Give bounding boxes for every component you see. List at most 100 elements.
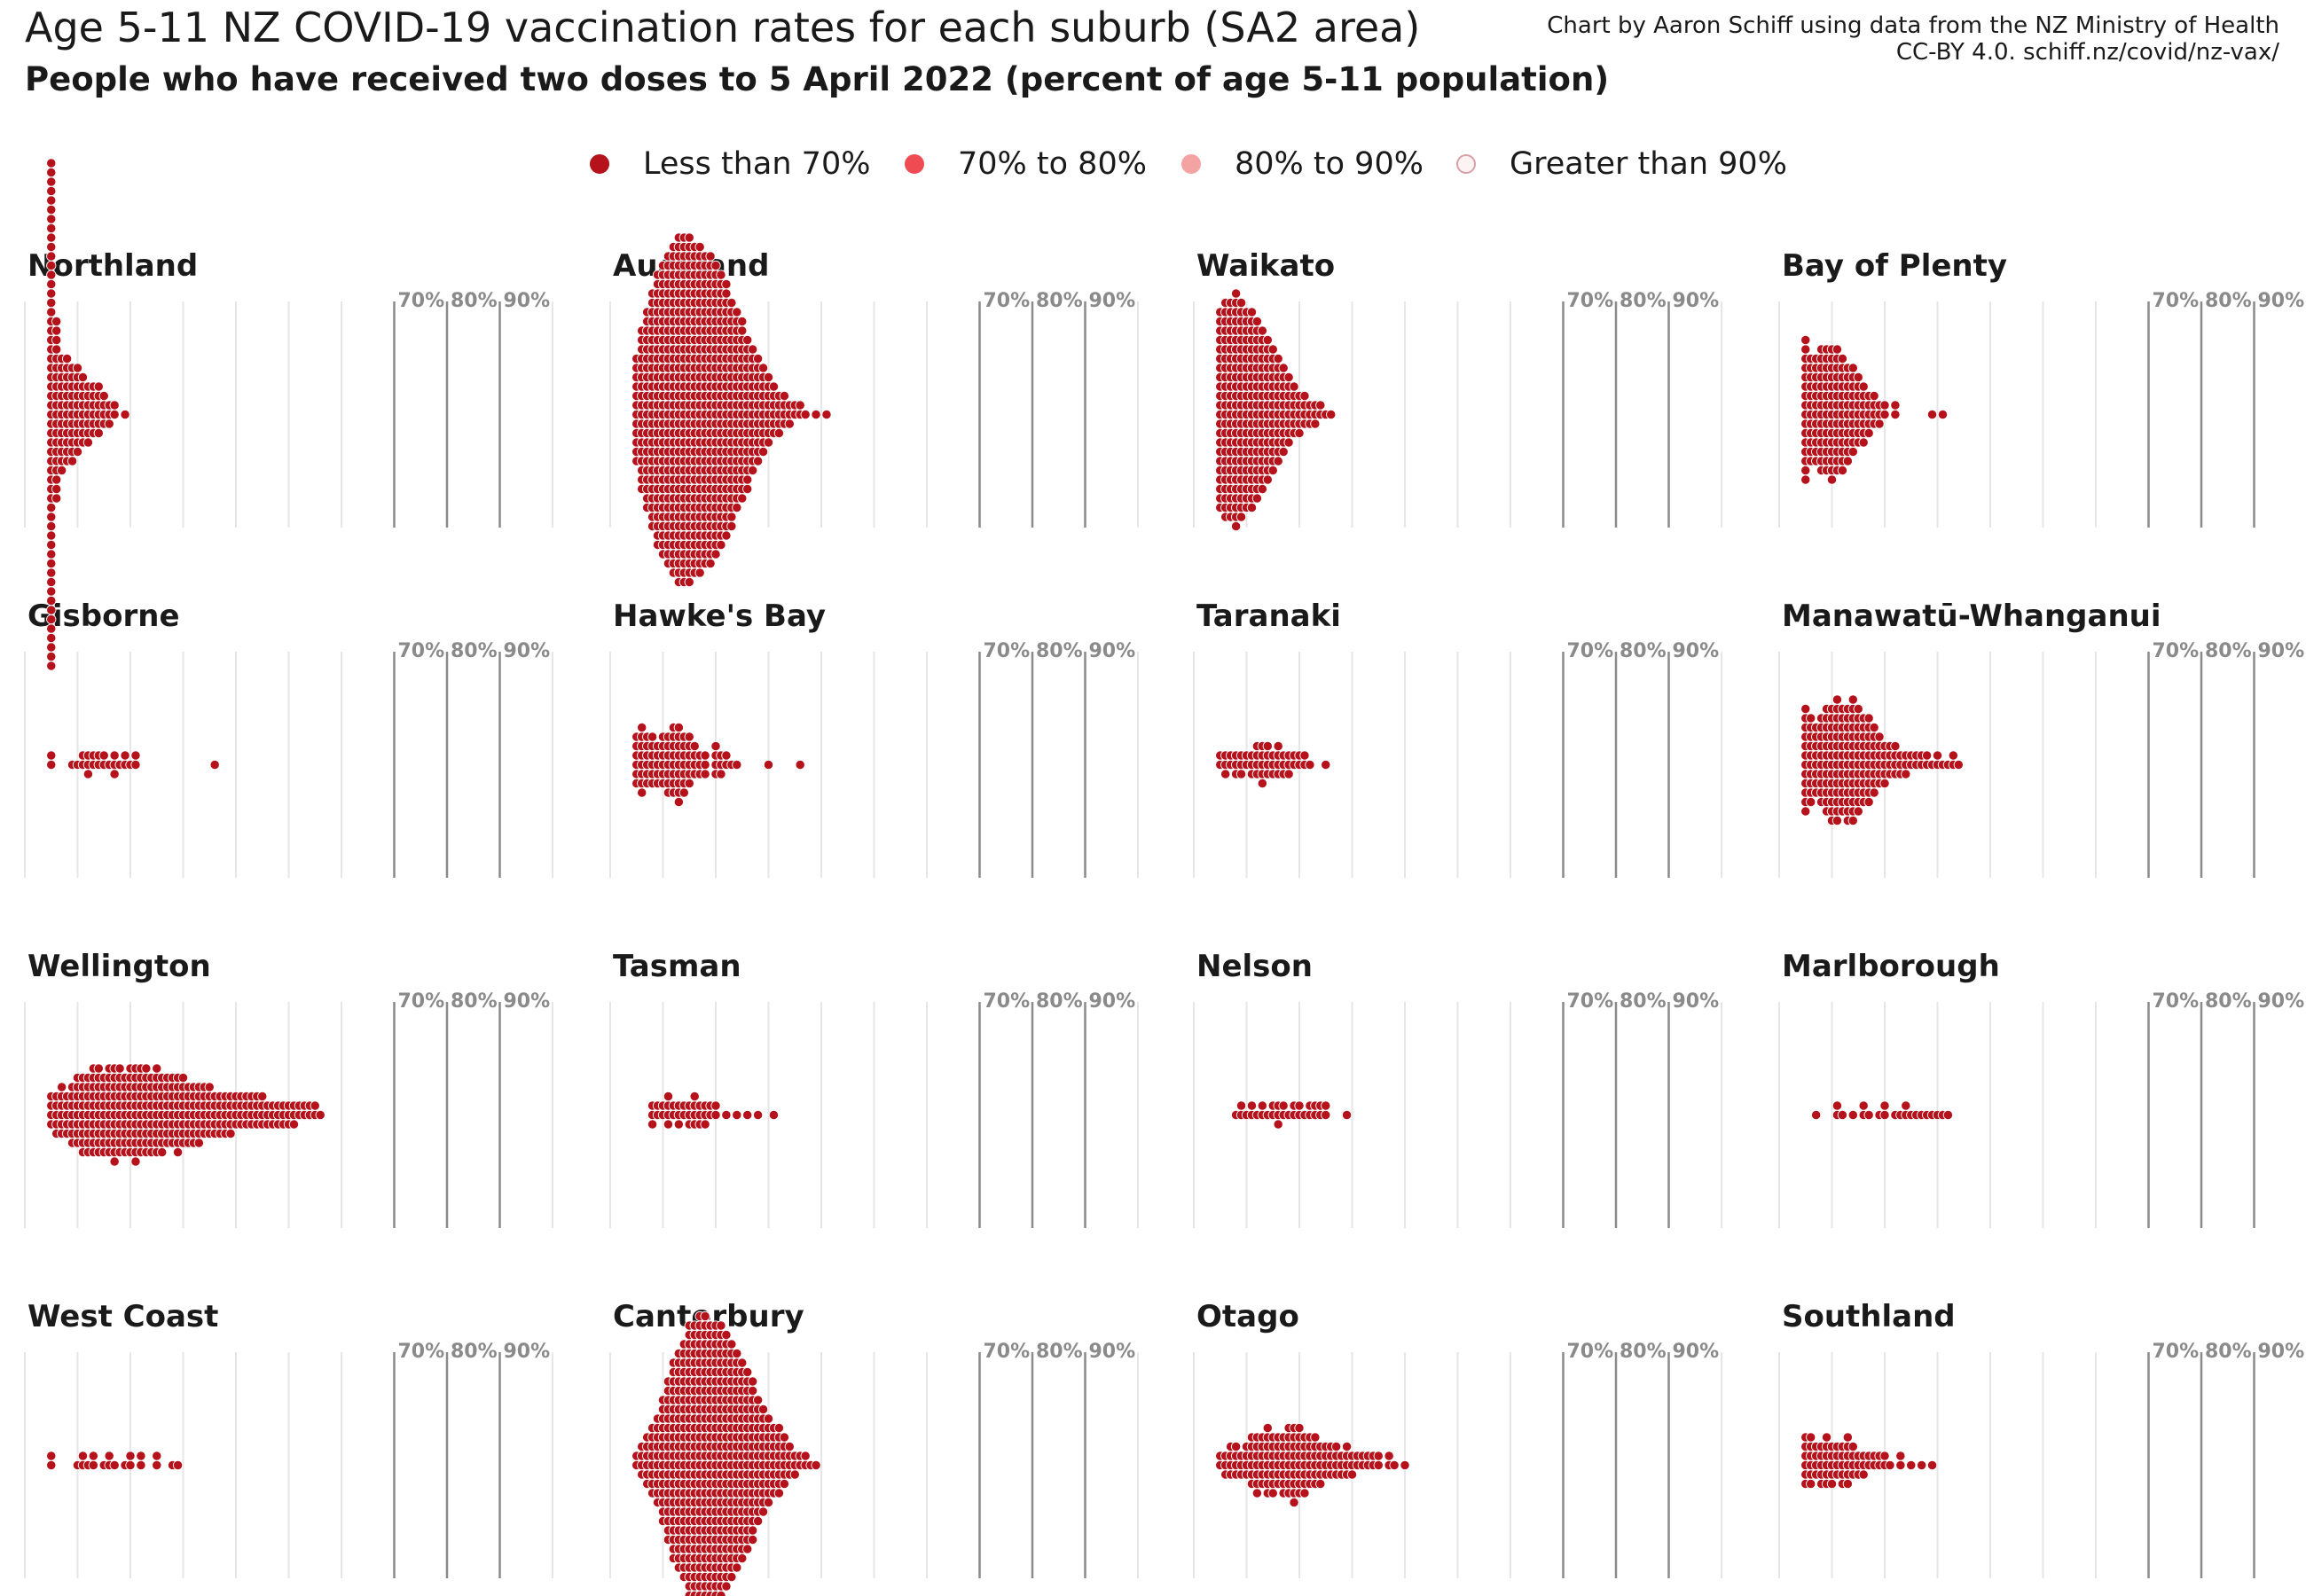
reference-line-label: 90% xyxy=(1673,990,1720,1013)
data-point xyxy=(72,446,83,458)
data-point xyxy=(1262,740,1273,752)
data-point xyxy=(46,307,57,317)
data-point xyxy=(716,1320,726,1331)
data-point xyxy=(1246,1100,1258,1111)
reference-line-label: 80% xyxy=(1036,640,1083,662)
data-point xyxy=(141,1063,152,1074)
panel-chart: 70% 80% 90% xyxy=(609,232,1139,588)
data-point xyxy=(1831,344,1843,355)
data-point xyxy=(700,1310,710,1322)
data-point xyxy=(130,750,141,761)
reference-line-label: 80% xyxy=(451,640,498,662)
data-point xyxy=(757,1506,769,1517)
data-point xyxy=(1800,806,1811,817)
data-point xyxy=(1879,1100,1890,1111)
data-point xyxy=(46,530,57,541)
data-point xyxy=(784,1441,795,1452)
data-point xyxy=(737,1553,748,1564)
data-point xyxy=(1326,409,1337,420)
data-point xyxy=(46,176,57,187)
data-point xyxy=(1895,1459,1906,1471)
data-point xyxy=(1879,409,1890,420)
reference-line-label: 90% xyxy=(1089,290,1136,312)
data-point xyxy=(1879,400,1890,411)
data-point xyxy=(1926,1459,1938,1471)
data-point xyxy=(763,759,774,771)
data-point xyxy=(1806,796,1816,808)
panel-title: Manawatū-Whanganui xyxy=(1782,598,2161,634)
data-point xyxy=(82,437,94,448)
data-point xyxy=(757,446,769,458)
data-point xyxy=(130,759,141,771)
data-point xyxy=(57,465,67,476)
data-point xyxy=(742,1544,753,1554)
data-point xyxy=(1826,474,1838,485)
data-point xyxy=(1890,409,1901,420)
legend-item-greater-than-90: Greater than 90% xyxy=(1456,142,1787,186)
data-point xyxy=(1321,759,1331,771)
reference-line-label: 80% xyxy=(1620,1341,1667,1363)
data-point xyxy=(737,1357,748,1368)
data-point xyxy=(1289,381,1299,392)
data-point xyxy=(114,1063,125,1074)
panel-chart: 70% 80% 90% xyxy=(609,990,1139,1228)
panel-title: Marlborough xyxy=(1782,949,2000,984)
data-point xyxy=(46,195,57,206)
reference-line-label: 70% xyxy=(2153,290,2200,312)
data-point xyxy=(1262,334,1273,346)
data-point xyxy=(1273,1119,1283,1130)
data-point xyxy=(1806,1478,1816,1490)
data-point xyxy=(705,558,716,569)
data-point xyxy=(109,409,120,420)
data-point xyxy=(637,787,647,798)
panel-chart: 70% 80% 90% xyxy=(1778,290,2304,528)
data-point xyxy=(1257,1100,1268,1111)
data-point xyxy=(1257,483,1268,495)
data-point xyxy=(1831,1100,1843,1111)
data-point xyxy=(795,400,805,411)
data-point xyxy=(46,241,57,253)
reference-line-label: 90% xyxy=(504,290,551,312)
chart-subtitle: People who have received two doses to 5 … xyxy=(25,60,1610,98)
data-point xyxy=(51,344,62,355)
data-point xyxy=(1278,363,1289,373)
data-point xyxy=(136,1459,146,1471)
panel-title: Wellington xyxy=(27,949,211,984)
data-point xyxy=(726,520,737,532)
data-point xyxy=(1847,694,1858,705)
data-point xyxy=(46,520,57,532)
data-point xyxy=(67,456,78,466)
data-point xyxy=(779,390,789,402)
data-point xyxy=(46,567,57,578)
data-point xyxy=(98,390,109,402)
data-point xyxy=(1321,1109,1331,1121)
data-point xyxy=(1847,363,1858,373)
data-point xyxy=(678,787,689,798)
panel-title: Otago xyxy=(1196,1299,1299,1334)
data-point xyxy=(721,1329,732,1341)
data-point xyxy=(1932,750,1943,761)
reference-line-label: 90% xyxy=(2258,1341,2305,1363)
data-point xyxy=(193,1138,205,1148)
data-point xyxy=(784,419,795,429)
data-point xyxy=(700,759,710,771)
data-point xyxy=(46,270,57,280)
data-point xyxy=(647,1119,658,1130)
data-point xyxy=(1863,1109,1874,1121)
data-point xyxy=(684,778,694,789)
data-point xyxy=(1879,778,1890,789)
data-point xyxy=(1283,437,1294,448)
legend-item-70-to-80: 70% to 80% xyxy=(905,142,1147,186)
data-point xyxy=(732,1348,742,1359)
data-point xyxy=(257,1091,268,1102)
data-point xyxy=(763,1497,774,1508)
data-point xyxy=(721,1109,732,1121)
data-point xyxy=(1863,713,1874,724)
credit-line-2: CC-BY 4.0. schiff.nz/covid/nz-vax/ xyxy=(1895,39,2279,66)
data-point xyxy=(1257,778,1268,789)
data-point xyxy=(109,1156,120,1167)
data-point xyxy=(1853,372,1863,383)
data-point xyxy=(1837,465,1848,476)
data-point xyxy=(152,1063,162,1074)
data-point xyxy=(46,759,57,771)
